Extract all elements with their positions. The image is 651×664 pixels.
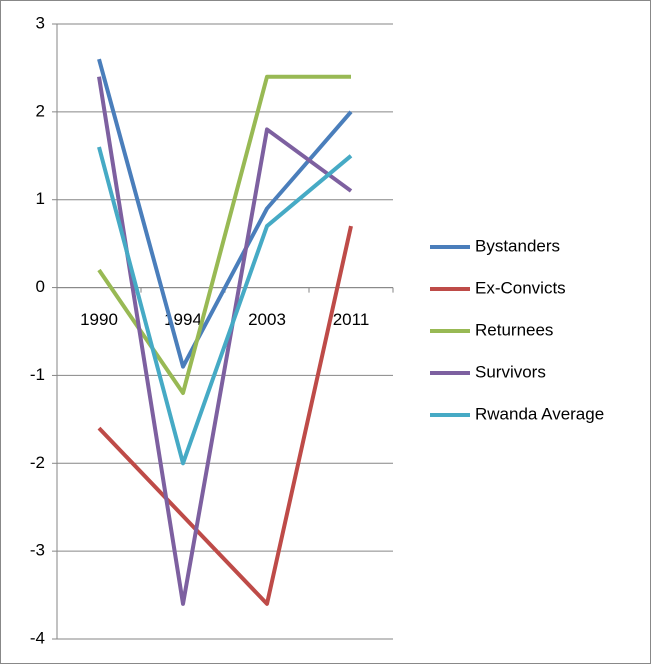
legend-label: Ex-Convicts [475,278,566,297]
y-tick-label: 1 [36,189,45,208]
legend-label: Rwanda Average [475,404,604,423]
x-tick-label: 2011 [333,310,370,329]
y-tick-label: -3 [30,541,45,560]
legend-label: Survivors [475,362,546,381]
x-tick-label: 1990 [80,310,118,329]
y-tick-label: 2 [36,101,45,120]
series-line [97,146,353,466]
y-tick-label: 0 [36,277,45,296]
legend-label: Returnees [475,320,553,339]
y-tick-label: -4 [30,628,45,647]
x-tick-label: 1994 [164,310,202,329]
legend-label: Bystanders [475,236,560,255]
x-tick-label: 2003 [248,310,286,329]
y-tick-label: -1 [30,365,45,384]
series-line [97,76,353,606]
series-line [97,225,353,606]
y-tick-label: 3 [36,13,45,32]
y-tick-label: -2 [30,453,45,472]
